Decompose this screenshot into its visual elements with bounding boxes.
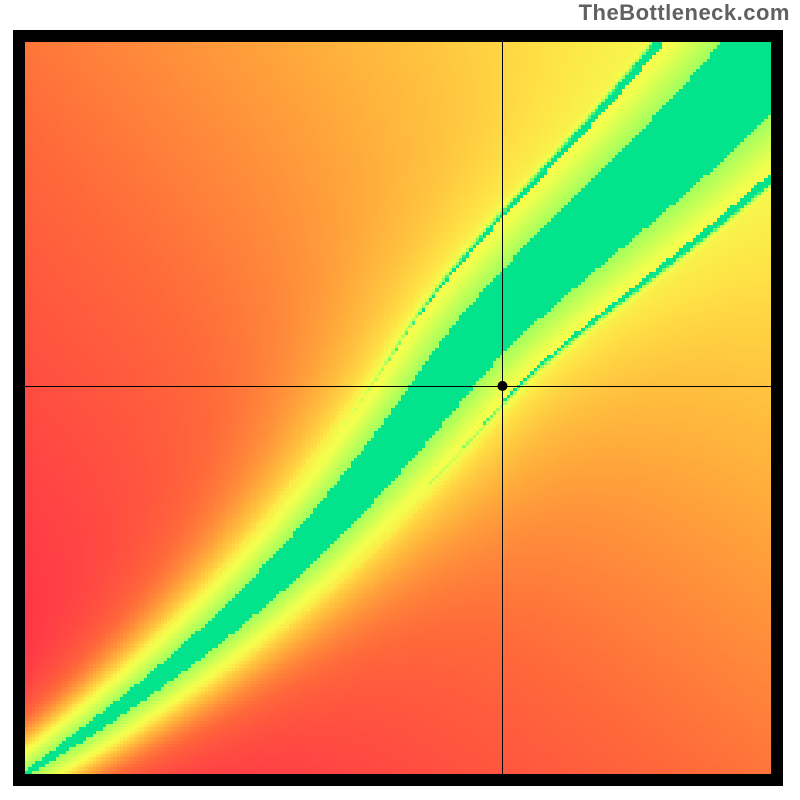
plot-border — [13, 30, 783, 786]
watermark-text: TheBottleneck.com — [579, 0, 790, 26]
stage: TheBottleneck.com — [0, 0, 800, 800]
bottleneck-heatmap — [25, 42, 771, 774]
